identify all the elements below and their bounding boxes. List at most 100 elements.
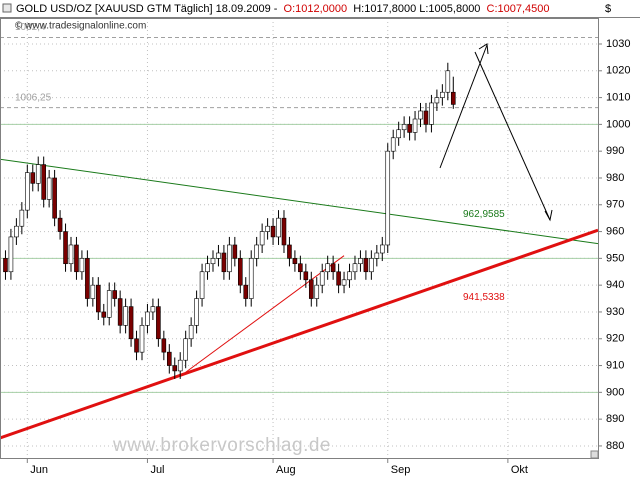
candle-body bbox=[19, 209, 25, 227]
arrow-head bbox=[544, 209, 553, 222]
y-tick-label: 960 bbox=[606, 225, 624, 237]
header-icon bbox=[2, 3, 12, 13]
y-tick-label: 910 bbox=[606, 359, 624, 371]
y-tick-label: 900 bbox=[606, 386, 624, 398]
candle-body bbox=[423, 110, 429, 125]
y-tick-label: 970 bbox=[606, 199, 624, 211]
x-tick-label: Jul bbox=[150, 464, 164, 476]
corner-icon bbox=[590, 450, 599, 459]
candle-body bbox=[281, 217, 287, 246]
candle-body bbox=[52, 177, 57, 219]
y-tick-label: 1030 bbox=[606, 38, 630, 50]
candle-body bbox=[254, 244, 259, 259]
candle-body bbox=[134, 338, 139, 353]
arrow-up bbox=[439, 44, 488, 169]
candle-body bbox=[177, 359, 183, 372]
candle-body bbox=[445, 70, 451, 93]
candle-body bbox=[199, 271, 205, 299]
candle-body bbox=[330, 263, 336, 273]
header-title: GOLD USD/OZ [XAUUSD GTM Täglich] 18.09.2… bbox=[16, 3, 278, 15]
candle-body bbox=[63, 231, 68, 265]
y-tick-label: 980 bbox=[606, 172, 624, 184]
candle-body bbox=[123, 306, 128, 326]
candle-body bbox=[227, 244, 232, 273]
candle-body bbox=[385, 150, 391, 246]
candle-body bbox=[412, 118, 418, 133]
y-tick-label: 1000 bbox=[606, 118, 630, 130]
header-high-low: H:1017,8000 L:1005,8000 bbox=[353, 3, 480, 15]
candle-body bbox=[112, 290, 117, 299]
candle-body bbox=[429, 102, 434, 125]
candle-body bbox=[325, 263, 330, 273]
candle-body bbox=[232, 244, 238, 259]
candle-body bbox=[418, 110, 423, 120]
y-tick-label: 930 bbox=[606, 306, 624, 318]
candle-body bbox=[221, 252, 227, 273]
candle-body bbox=[303, 271, 309, 281]
candle-body bbox=[440, 91, 445, 98]
candle-body bbox=[407, 124, 412, 133]
candle-body bbox=[237, 258, 243, 286]
arrow-head bbox=[478, 43, 489, 55]
candle-body bbox=[30, 172, 36, 184]
y-tick-label: 990 bbox=[606, 145, 624, 157]
marked-level-label: 1032,4 bbox=[15, 22, 46, 33]
plot-area: 1032,4 1006,25 962,9585 941,5338 bbox=[0, 18, 599, 458]
candle-body bbox=[319, 271, 325, 286]
candle-body bbox=[259, 231, 265, 246]
candle-body bbox=[248, 258, 254, 299]
candle-body bbox=[379, 244, 385, 254]
candle-body bbox=[287, 244, 292, 259]
candle-body bbox=[396, 129, 401, 139]
candle-body bbox=[128, 306, 134, 340]
candle-body bbox=[194, 298, 199, 326]
arrows bbox=[439, 43, 553, 222]
candle-body bbox=[41, 164, 46, 200]
candle-body bbox=[46, 177, 52, 200]
candle-body bbox=[90, 284, 96, 299]
candle-body bbox=[434, 97, 440, 104]
candle-body bbox=[117, 298, 123, 326]
y-tick-label: 940 bbox=[606, 279, 624, 291]
y-tick-label: 950 bbox=[606, 252, 624, 264]
candle-body bbox=[79, 258, 85, 273]
trendline bbox=[185, 255, 345, 373]
candle-body bbox=[369, 258, 374, 273]
trendline bbox=[0, 228, 599, 440]
candle-body bbox=[101, 311, 107, 318]
watermark: www.brokervorschlag.de bbox=[112, 435, 331, 456]
copyright: © www.tradesignalonline.com bbox=[15, 21, 146, 32]
candle-body bbox=[166, 351, 172, 366]
candle-body bbox=[347, 271, 352, 281]
candle-body bbox=[216, 252, 221, 259]
candle-body bbox=[85, 258, 90, 299]
candle-body bbox=[358, 258, 363, 265]
arrow-down bbox=[474, 51, 551, 221]
candle-body bbox=[139, 325, 145, 353]
candle-body bbox=[183, 338, 188, 361]
candle-body bbox=[243, 284, 249, 299]
header: GOLD USD/OZ [XAUUSD GTM Täglich] 18.09.2… bbox=[16, 3, 550, 15]
candle-body bbox=[336, 271, 341, 286]
marked-level-label: 1006,25 bbox=[15, 92, 52, 103]
header-close: C:1007,4500 bbox=[487, 3, 550, 15]
candle-body bbox=[341, 279, 347, 286]
candle-body bbox=[96, 284, 101, 313]
candle-body bbox=[308, 279, 314, 299]
header-open: O:1012,0000 bbox=[284, 3, 348, 15]
candle-body bbox=[352, 263, 358, 273]
candle-body bbox=[57, 217, 63, 232]
candle-body bbox=[14, 225, 19, 238]
y-tick-label: 920 bbox=[606, 333, 624, 345]
candle-body bbox=[276, 217, 281, 238]
candle-body bbox=[210, 258, 216, 265]
candle-body bbox=[401, 124, 407, 131]
candle-body bbox=[188, 325, 194, 340]
trendline-label: 962,9585 bbox=[463, 209, 505, 220]
candle-body bbox=[298, 263, 303, 273]
plot-border bbox=[0, 18, 599, 459]
x-tick-label: Jun bbox=[30, 464, 48, 476]
candle-body bbox=[292, 258, 298, 265]
